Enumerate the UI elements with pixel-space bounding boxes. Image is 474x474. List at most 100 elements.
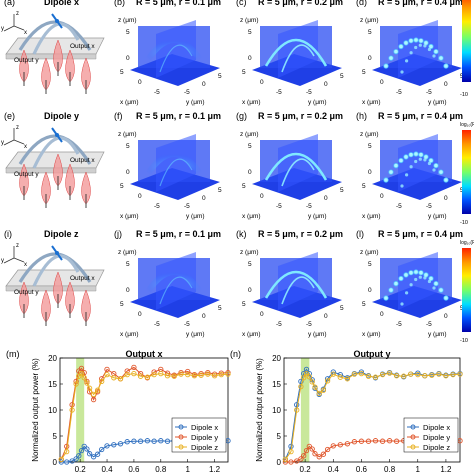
data-point xyxy=(73,456,79,462)
x-tick: 0 xyxy=(138,311,142,318)
field-hotspot xyxy=(428,157,434,164)
output-x-label: Output x xyxy=(70,275,95,282)
data-point xyxy=(137,373,144,379)
legend-label: Dipole z xyxy=(423,443,450,452)
colorbar-gradient xyxy=(462,248,471,332)
x-tick-label: 0.4 xyxy=(101,465,113,474)
data-point xyxy=(320,451,327,457)
vertical-plane xyxy=(278,252,318,310)
colorbar-min: -10 xyxy=(460,92,468,98)
y-axis-label: y (μm) xyxy=(428,99,447,106)
series-line xyxy=(284,372,461,460)
field-hotspot xyxy=(398,275,404,282)
y-tick: 0 xyxy=(444,313,448,320)
data-point xyxy=(372,438,379,444)
data-point xyxy=(205,369,211,376)
z-tick: 0 xyxy=(126,169,130,176)
data-point xyxy=(358,438,365,444)
data-point xyxy=(324,446,331,453)
panel-label: (j) xyxy=(114,229,122,239)
data-point xyxy=(316,454,322,460)
x-tick-label: 0.6 xyxy=(356,465,368,474)
field-hotspot xyxy=(414,45,418,50)
x-tick: -5 xyxy=(154,203,160,210)
data-point xyxy=(104,371,110,378)
axis-letter: x xyxy=(24,30,27,36)
vertical-plane xyxy=(398,20,438,78)
z-tick: 0 xyxy=(126,287,130,294)
axis-letter: z xyxy=(16,243,19,249)
z-axis-label: z (μm) xyxy=(118,17,137,24)
z-tick: 5 xyxy=(368,261,372,268)
data-point xyxy=(401,373,407,379)
field-arc xyxy=(264,38,328,67)
field-hotspot xyxy=(383,177,389,183)
colorbar: -10 log₁₀(P) xyxy=(460,240,474,344)
x-tick: 0 xyxy=(260,193,264,200)
data-point xyxy=(309,446,315,452)
field-hotspot xyxy=(393,162,399,169)
panel-title: R = 5 μm, r = 0.1 μm xyxy=(136,229,222,239)
field-hotspot xyxy=(443,63,449,69)
data-point xyxy=(294,458,300,464)
x-tick: 5 xyxy=(120,69,124,76)
y-tick-label: 0 xyxy=(53,458,58,467)
axis-y xyxy=(3,25,15,32)
waveguide-schematic: z y x Output x Output y xyxy=(1,125,105,208)
data-point xyxy=(73,381,79,387)
panel-title: R = 5 μm, r = 0.2 μm xyxy=(258,0,344,7)
y-tick: -5 xyxy=(184,89,190,96)
axis-x xyxy=(13,25,25,31)
y-tick-label: 5 xyxy=(277,432,282,441)
y-tick-label: 5 xyxy=(53,432,58,441)
colorbar-gradient xyxy=(462,0,471,82)
field-hotspot xyxy=(388,169,394,175)
field-arc xyxy=(141,151,207,182)
y-tick: 5 xyxy=(218,73,222,80)
data-point xyxy=(351,371,358,377)
y-axis-label: y (μm) xyxy=(428,213,447,220)
data-point xyxy=(218,370,224,376)
field-hotspot xyxy=(413,37,419,43)
z-tick: 0 xyxy=(248,169,252,176)
data-point xyxy=(344,376,351,382)
dipole-source xyxy=(55,19,59,23)
panel-label: (k) xyxy=(236,229,247,239)
data-point xyxy=(144,438,151,444)
panel-label: (b) xyxy=(114,0,125,7)
output-x-label: Output x xyxy=(70,43,95,50)
vertical-plane xyxy=(398,134,438,192)
data-point xyxy=(288,448,294,455)
data-point xyxy=(372,374,379,380)
field-hotspot xyxy=(408,38,414,44)
axis-letter: y xyxy=(1,26,4,32)
colorbar-gradient xyxy=(462,130,471,214)
y-tick: -5 xyxy=(426,89,432,96)
field-hotspot xyxy=(409,165,413,169)
data-point xyxy=(158,438,164,444)
colorbar-label: log₁₀(P) xyxy=(460,240,474,246)
y-tick: -5 xyxy=(184,321,190,328)
panel-label: (e) xyxy=(4,111,15,121)
data-point xyxy=(303,447,310,454)
data-point xyxy=(408,371,414,377)
x-tick-label: 1 xyxy=(185,465,190,474)
y-tick-label: 0 xyxy=(277,458,282,467)
panel-title: R = 5 μm, r = 0.1 μm xyxy=(136,0,222,7)
legend-marker xyxy=(410,434,416,440)
z-tick: 5 xyxy=(248,143,252,150)
output-y-label: Output y xyxy=(14,57,39,64)
x-axis-label: x (μm) xyxy=(362,331,381,338)
y-axis-label: y (μm) xyxy=(308,331,327,338)
data-point xyxy=(131,364,137,371)
data-point xyxy=(309,379,315,385)
legend-marker xyxy=(178,434,184,440)
y-tick: 5 xyxy=(340,305,344,312)
x-tick: -5 xyxy=(396,203,402,210)
field-arc xyxy=(159,158,193,187)
legend-marker xyxy=(410,444,416,450)
